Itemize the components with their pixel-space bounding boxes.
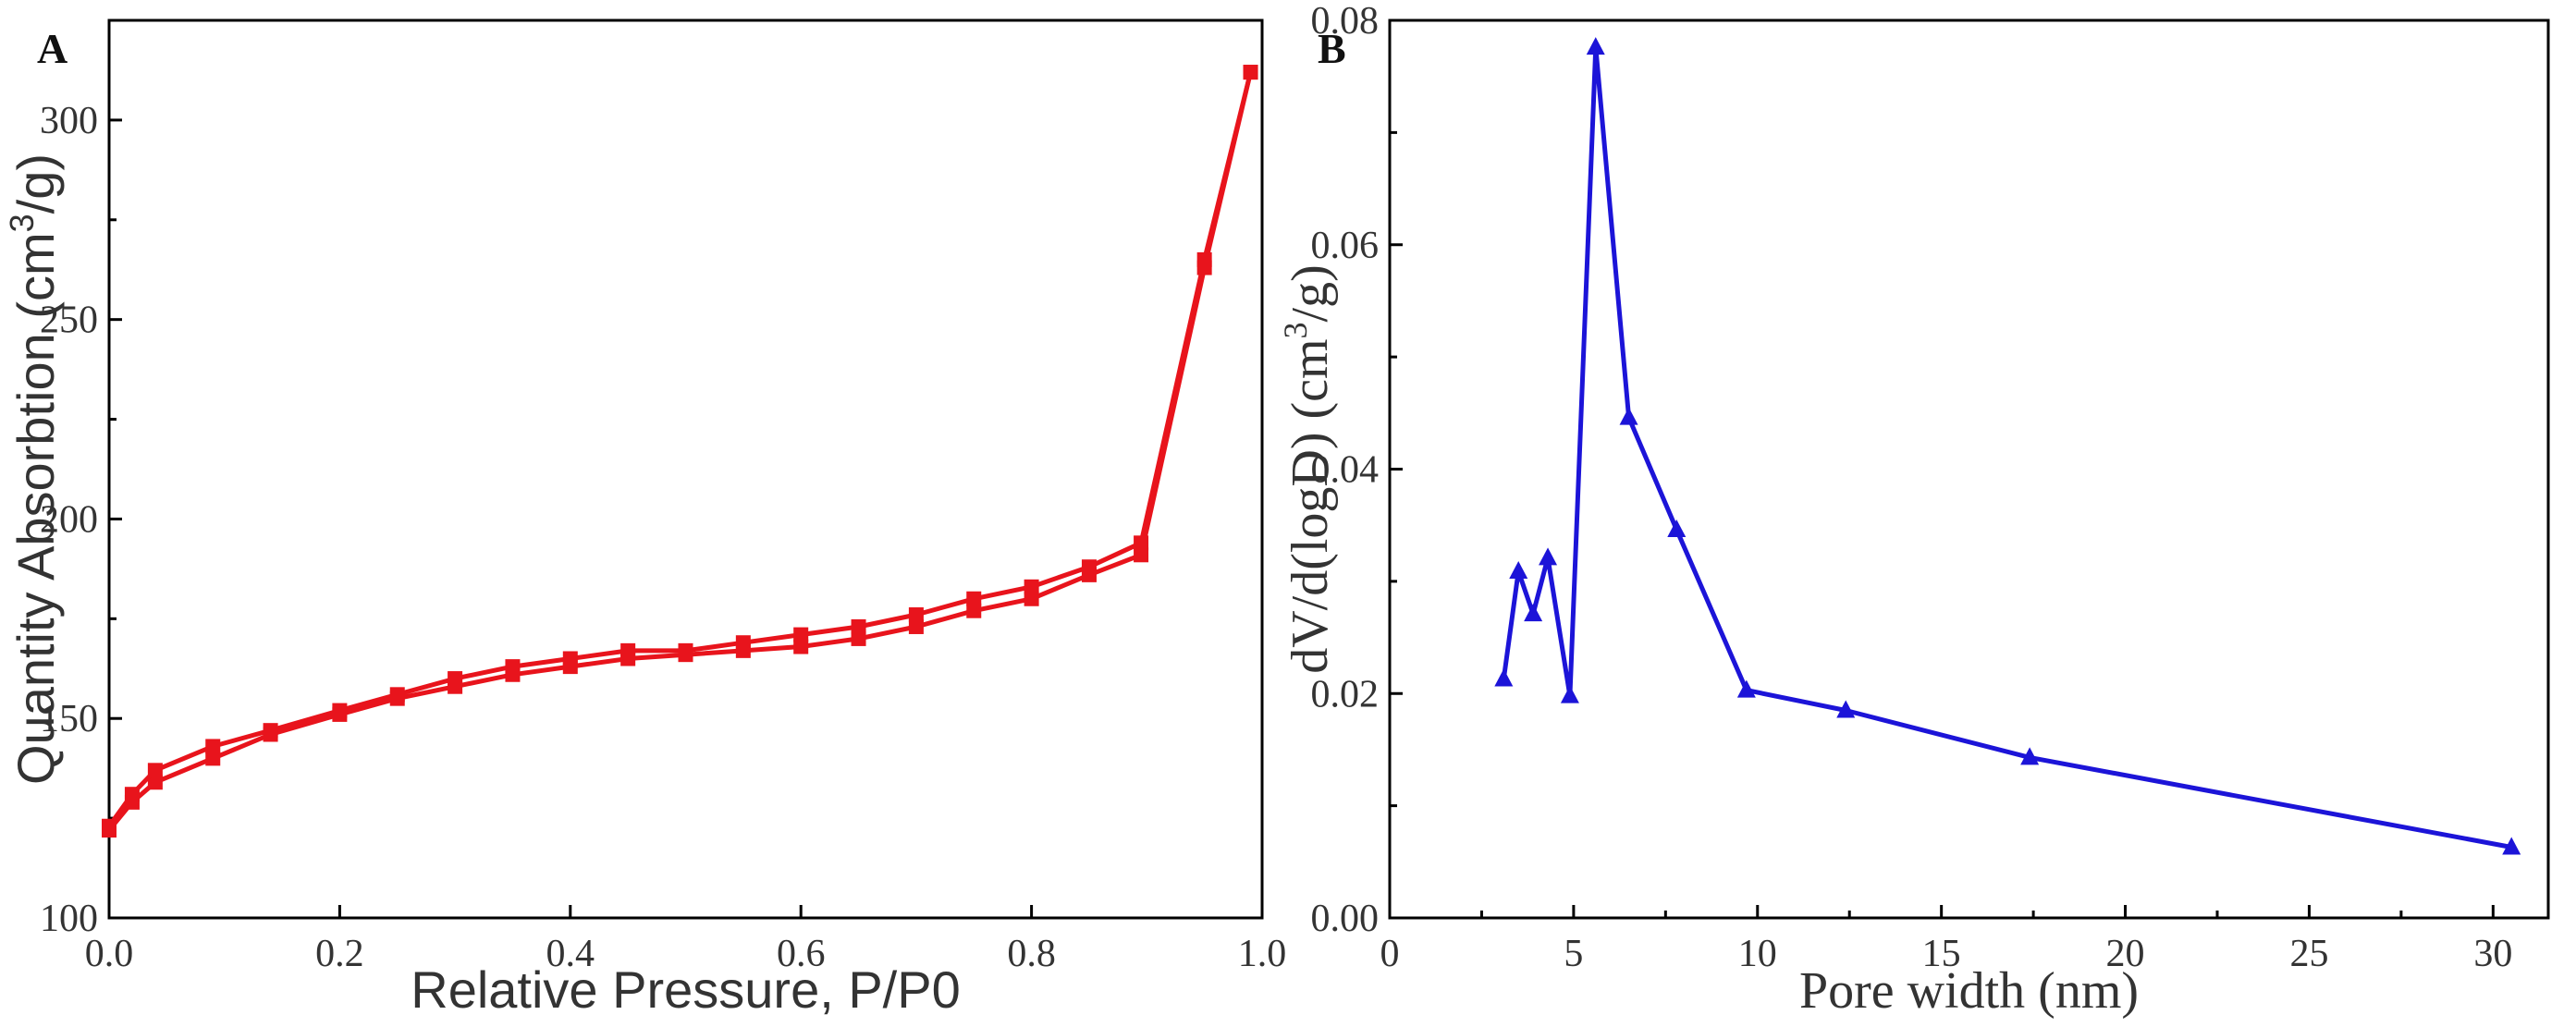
data-point bbox=[1736, 679, 1756, 698]
data-point bbox=[1524, 604, 1543, 622]
data-point bbox=[2020, 747, 2040, 765]
panel-a-x-axis-title: Relative Pressure, P/P0 bbox=[411, 960, 960, 1019]
data-point bbox=[124, 787, 140, 802]
data-point bbox=[908, 607, 924, 623]
x-tick-label: 0 bbox=[1380, 933, 1400, 975]
data-point bbox=[332, 703, 348, 718]
x-tick-label: 1.0 bbox=[1238, 933, 1287, 975]
panel-b-frame bbox=[1388, 18, 2550, 920]
data-point bbox=[1134, 547, 1149, 563]
data-point bbox=[851, 630, 866, 646]
panel-b-data bbox=[1494, 37, 2521, 855]
data-point bbox=[1836, 700, 1856, 718]
panel-a-ylabel-before: Quantity Absorbtion (cm bbox=[6, 232, 65, 785]
series-line-adsorption bbox=[107, 71, 1253, 832]
panel-b-label: B bbox=[1318, 25, 1346, 72]
x-tick-label: 30 bbox=[2473, 933, 2512, 975]
data-point bbox=[562, 651, 578, 666]
data-point bbox=[389, 687, 405, 703]
x-tick-label: 0.0 bbox=[85, 933, 134, 975]
data-point bbox=[908, 618, 924, 634]
data-point bbox=[966, 603, 982, 618]
y-tick-label: 0.06 bbox=[1311, 225, 1380, 267]
data-point bbox=[966, 591, 982, 606]
x-tick-label: 0.6 bbox=[777, 933, 826, 975]
data-point bbox=[1667, 520, 1687, 538]
panel-a-ylabel-after: /g) bbox=[6, 153, 65, 214]
data-point bbox=[1619, 407, 1638, 425]
data-point bbox=[147, 763, 163, 778]
data-point bbox=[448, 671, 463, 687]
data-point bbox=[1243, 65, 1258, 80]
y-tick-label: 100 bbox=[40, 898, 98, 940]
y-tick-label: 250 bbox=[40, 300, 98, 342]
y-tick-label: 0.08 bbox=[1311, 0, 1380, 43]
data-point bbox=[1539, 547, 1558, 566]
data-point bbox=[263, 723, 278, 739]
series-line-pore-size-distribution bbox=[1501, 44, 2512, 850]
data-point bbox=[1494, 668, 1514, 687]
data-point bbox=[102, 818, 117, 834]
panel-b-ylabel-after: /g) bbox=[1282, 264, 1339, 322]
data-point bbox=[1134, 535, 1149, 551]
panel-b: B 0 5 10 15 20 25 30 0.00 0.02 0.04 0.06 0.08 Pore … bbox=[1277, 0, 2550, 1020]
data-point bbox=[205, 739, 221, 754]
y-tick-label: 0.00 bbox=[1311, 898, 1380, 940]
series-line-desorption bbox=[106, 71, 1253, 828]
y-tick-label: 150 bbox=[40, 698, 98, 740]
data-point bbox=[1560, 685, 1579, 703]
data-point bbox=[1024, 591, 1039, 606]
x-tick-label: 20 bbox=[2106, 933, 2145, 975]
panel-a-data bbox=[102, 65, 1258, 838]
panel-b-y-axis-title: dV/d(logD) (cm3/g) bbox=[1277, 264, 1339, 674]
data-point bbox=[1196, 251, 1212, 267]
data-point bbox=[505, 659, 521, 675]
data-point bbox=[735, 635, 751, 651]
y-tick-label: 200 bbox=[40, 498, 98, 541]
x-tick-label: 10 bbox=[1738, 933, 1777, 975]
data-point bbox=[851, 618, 866, 634]
x-tick-label: 0.8 bbox=[1007, 933, 1056, 975]
x-tick-label: 25 bbox=[2289, 933, 2328, 975]
panel-a-ticks: 0.0 0.2 0.4 0.6 0.8 1.0 100 150 200 250 300 bbox=[40, 100, 1286, 975]
x-tick-label: 0.4 bbox=[546, 933, 595, 975]
data-point bbox=[205, 751, 221, 766]
panel-a-y-axis-title: Quantity Absorbtion (cm3/g) bbox=[3, 153, 65, 785]
data-point bbox=[1586, 37, 1605, 55]
panel-a-frame bbox=[107, 18, 1264, 920]
panel-b-ylabel-sup: 3 bbox=[1277, 322, 1314, 338]
panel-b-x-axis-title: Pore width (nm) bbox=[1799, 962, 2139, 1020]
x-tick-label: 15 bbox=[1922, 933, 1961, 975]
panel-a: A 0.0 0.2 0.4 0.6 0.8 1.0 100 150 200 250 300 Rela… bbox=[3, 18, 1286, 1019]
data-point bbox=[147, 775, 163, 790]
data-point bbox=[793, 627, 809, 642]
panel-a-label: A bbox=[37, 25, 67, 72]
x-tick-label: 0.2 bbox=[315, 933, 364, 975]
data-point bbox=[2502, 837, 2521, 855]
data-point bbox=[1081, 559, 1097, 575]
data-point bbox=[1509, 560, 1528, 579]
panel-b-ticks: 0 5 10 15 20 25 30 0.00 0.02 0.04 0.06 0.08 bbox=[1311, 0, 2513, 975]
y-tick-label: 0.04 bbox=[1311, 449, 1380, 492]
data-point bbox=[620, 642, 636, 658]
y-tick-label: 300 bbox=[40, 100, 98, 142]
data-point bbox=[678, 642, 693, 658]
data-point bbox=[793, 639, 809, 654]
y-tick-label: 0.02 bbox=[1311, 673, 1380, 715]
panel-b-ylabel-before: dV/d(logD) (cm bbox=[1282, 338, 1339, 673]
panel-a-ylabel-sup: 3 bbox=[3, 214, 41, 232]
x-tick-label: 5 bbox=[1564, 933, 1583, 975]
data-point bbox=[1024, 579, 1039, 594]
